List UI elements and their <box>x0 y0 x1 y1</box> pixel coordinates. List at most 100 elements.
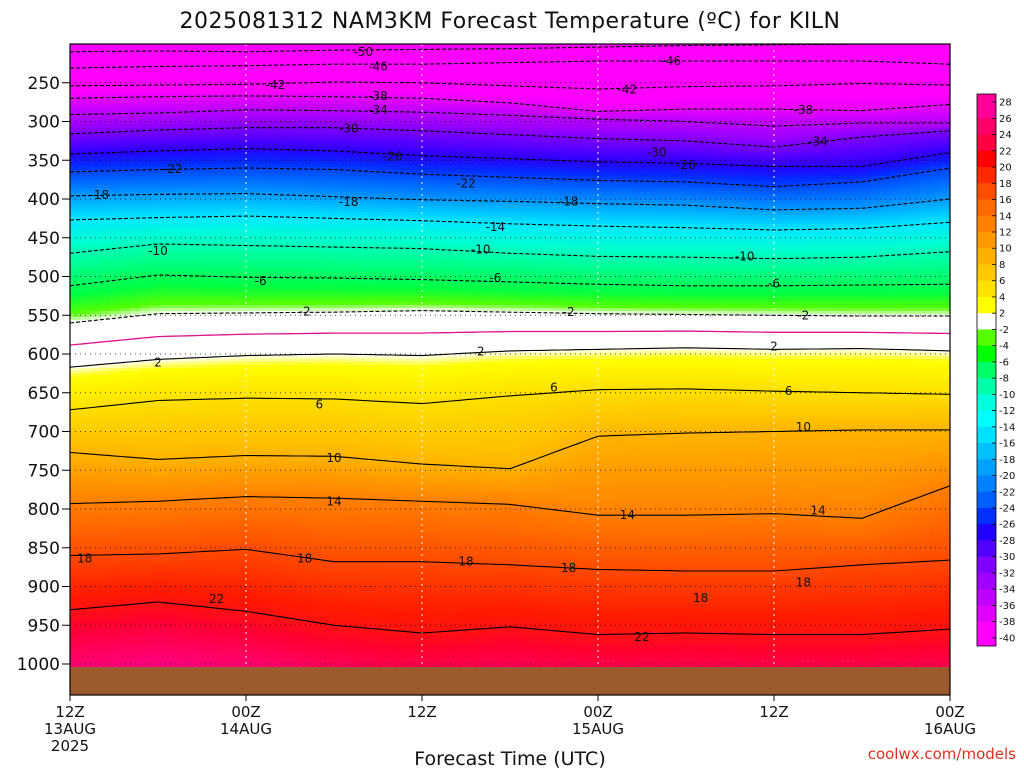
y-axis-pressure-ticks: 250 300 350 400 450 500 550 600 650 700 750 800 850 9… <box>17 74 70 675</box>
colorbar-tick-label: 22 <box>999 146 1012 157</box>
contour-label: 18 <box>693 591 708 605</box>
plot-frame <box>69 43 951 696</box>
colorbar-tick-label: -24 <box>999 504 1015 515</box>
contour-label: 18 <box>297 552 312 566</box>
y-tick-label: 950 <box>28 616 60 636</box>
contour-label: 2 <box>154 356 162 370</box>
isotherm-line <box>70 548 950 572</box>
colorbar-swatch <box>977 426 996 444</box>
colorbar-swatch <box>977 150 996 168</box>
contour-label: -6 <box>489 271 501 285</box>
colorbar-swatch <box>977 345 996 363</box>
x-tick-label: 00Z <box>583 703 612 721</box>
colorbar-swatch <box>977 475 996 493</box>
contour-label: -46 <box>662 54 682 68</box>
colorbar-tick-label: -8 <box>999 374 1009 385</box>
contour-label: -22 <box>163 162 183 176</box>
colorbar-swatch <box>977 378 996 395</box>
contour-label: -26 <box>676 158 696 172</box>
colorbar-tick-label: -10 <box>999 390 1015 401</box>
colorbar-swatch <box>977 264 996 282</box>
contour-label: 18 <box>77 552 92 566</box>
colorbar-tick-label: 16 <box>999 195 1012 206</box>
colorbar-tick-label: -40 <box>999 633 1015 644</box>
contour-label: -18 <box>559 194 579 208</box>
y-tick-label: 900 <box>28 578 60 598</box>
colorbar-swatch <box>977 491 996 509</box>
contour-label: -50 <box>354 45 374 59</box>
colorbar-swatch <box>977 394 996 412</box>
colorbar-swatch <box>977 280 996 298</box>
colorbar: 28 26 24 22 20 18 16 14 12 10 8 6 4 2 -2 -4 -6 -8 -10 -12 -1… <box>976 93 1015 647</box>
colorbar-tick-label: -30 <box>999 552 1015 563</box>
colorbar-swatch <box>977 329 996 347</box>
isotherm-line <box>70 127 950 148</box>
colorbar-tick-label: 10 <box>999 244 1012 255</box>
contour-label: 18 <box>796 576 811 590</box>
y-tick-label: 700 <box>28 423 60 443</box>
colorbar-swatch <box>977 524 996 541</box>
contour-label: -14 <box>486 220 506 234</box>
colorbar-tick-label: 26 <box>999 114 1012 125</box>
isotherm-line <box>70 601 950 636</box>
x-tick-label: 12Z <box>55 703 84 721</box>
colorbar-swatch <box>977 313 996 330</box>
colorbar-swatch <box>977 134 996 152</box>
isotherm-line <box>70 148 950 168</box>
x-tick-label: 13AUG <box>44 720 96 738</box>
isotherm-line <box>70 485 950 519</box>
colorbar-swatch <box>977 232 996 249</box>
contour-label: -18 <box>339 195 359 209</box>
colorbar-swatch <box>977 621 996 639</box>
colorbar-tick-label: 6 <box>999 276 1005 287</box>
contour-label: 22 <box>209 592 224 606</box>
isotherm-line <box>70 429 950 470</box>
colorbar-tick-label: 14 <box>999 211 1012 222</box>
colorbar-tick-label: -6 <box>999 357 1009 368</box>
colorbar-tick-label: 8 <box>999 260 1005 271</box>
contour-label: -30 <box>647 146 667 160</box>
chart-title: 2025081312 NAM3KM Forecast Temperature (… <box>179 9 840 34</box>
contour-label: -10 <box>471 242 491 256</box>
isotherm-line <box>70 193 950 211</box>
colorbar-swatch <box>977 167 996 184</box>
colorbar-swatch <box>977 443 996 460</box>
isotherm-line <box>70 388 950 411</box>
colorbar-tick-label: 24 <box>999 130 1012 141</box>
contour-label: -18 <box>90 188 110 202</box>
contour-label: -34 <box>808 135 828 149</box>
contour-label: 2 <box>770 339 778 353</box>
colorbar-tick-label: -20 <box>999 471 1015 482</box>
contour-label: -26 <box>383 149 403 163</box>
isotherm-line <box>70 215 950 231</box>
x-axis-label: Forecast Time (UTC) <box>414 748 605 768</box>
contour-label: 18 <box>561 561 576 575</box>
colorbar-tick-label: -14 <box>999 422 1015 433</box>
isotherm-line <box>70 60 950 69</box>
y-tick-label: 500 <box>28 268 60 288</box>
colorbar-tick-label: -12 <box>999 406 1015 417</box>
isotherm-line <box>70 95 950 112</box>
x-tick-label: 15AUG <box>572 720 624 738</box>
colorbar-tick-label: 4 <box>999 292 1005 303</box>
colorbar-swatch <box>977 540 996 558</box>
x-tick-label: 00Z <box>935 703 964 721</box>
isotherm-line <box>70 81 950 90</box>
colorbar-swatch <box>977 102 996 119</box>
colorbar-tick-label: -22 <box>999 487 1015 498</box>
y-tick-label: 300 <box>28 113 60 133</box>
colorbar-tick-label: -26 <box>999 520 1015 531</box>
x-tick-label: 12Z <box>407 703 436 721</box>
y-tick-label: 600 <box>28 345 60 365</box>
colorbar-tick-label: -16 <box>999 439 1015 450</box>
contour-label: -6 <box>255 274 267 288</box>
contour-label: -34 <box>368 103 388 117</box>
contour-labels: -50-46 -46-42 -42-38-38-34-34-30-30-26-26-… <box>77 45 828 644</box>
contour-label: -42 <box>266 78 286 92</box>
isotherm-line <box>70 274 950 287</box>
contour-label: -2 <box>563 305 575 319</box>
colorbar-tick-label: -28 <box>999 536 1015 547</box>
contour-label: 14 <box>326 494 341 508</box>
